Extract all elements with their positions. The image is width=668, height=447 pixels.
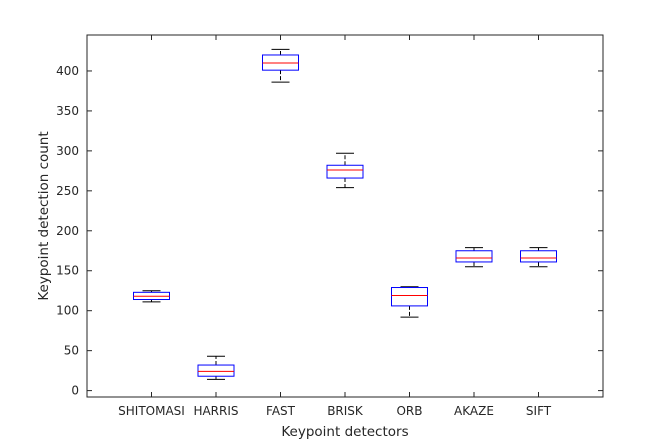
y-tick-label: 0 bbox=[71, 384, 79, 398]
box-fast bbox=[262, 48, 299, 83]
box-brisk bbox=[326, 152, 364, 189]
box-shitomasi bbox=[133, 290, 170, 303]
x-tick-label: FAST bbox=[266, 404, 296, 418]
y-tick-label: 50 bbox=[64, 344, 79, 358]
y-axis-ticks: 0 50 100 150 200 250 300 350 400 bbox=[56, 64, 603, 398]
y-tick-label: 350 bbox=[56, 104, 79, 118]
box-harris bbox=[197, 355, 235, 380]
x-tick-label: SHITOMASI bbox=[118, 404, 185, 418]
y-axis-label: Keypoint detection count bbox=[36, 131, 52, 300]
y-tick-label: 200 bbox=[56, 224, 79, 238]
box-sift bbox=[520, 247, 557, 268]
plot-area bbox=[86, 34, 604, 398]
x-tick-label: AKAZE bbox=[454, 404, 494, 418]
iqr-box bbox=[520, 250, 557, 263]
x-tick-label: SIFT bbox=[526, 404, 552, 418]
x-tick-label: HARRIS bbox=[193, 404, 238, 418]
box-akaze bbox=[455, 247, 493, 268]
y-tick-label: 250 bbox=[56, 184, 79, 198]
iqr-box bbox=[391, 287, 428, 307]
y-tick-label: 400 bbox=[56, 64, 79, 78]
x-tick-label: ORB bbox=[396, 404, 422, 418]
x-axis-ticks: SHITOMASI HARRIS FAST BRISK ORB AKAZE SIFT bbox=[118, 35, 552, 418]
iqr-box bbox=[197, 364, 235, 377]
y-tick-label: 100 bbox=[56, 304, 79, 318]
box-series bbox=[133, 48, 557, 380]
y-tick-label: 150 bbox=[56, 264, 79, 278]
x-tick-label: BRISK bbox=[327, 404, 364, 418]
y-tick-label: 300 bbox=[56, 144, 79, 158]
iqr-box bbox=[326, 164, 364, 179]
box-orb bbox=[391, 286, 428, 318]
x-axis-label: Keypoint detectors bbox=[281, 424, 408, 440]
iqr-box bbox=[455, 250, 493, 263]
